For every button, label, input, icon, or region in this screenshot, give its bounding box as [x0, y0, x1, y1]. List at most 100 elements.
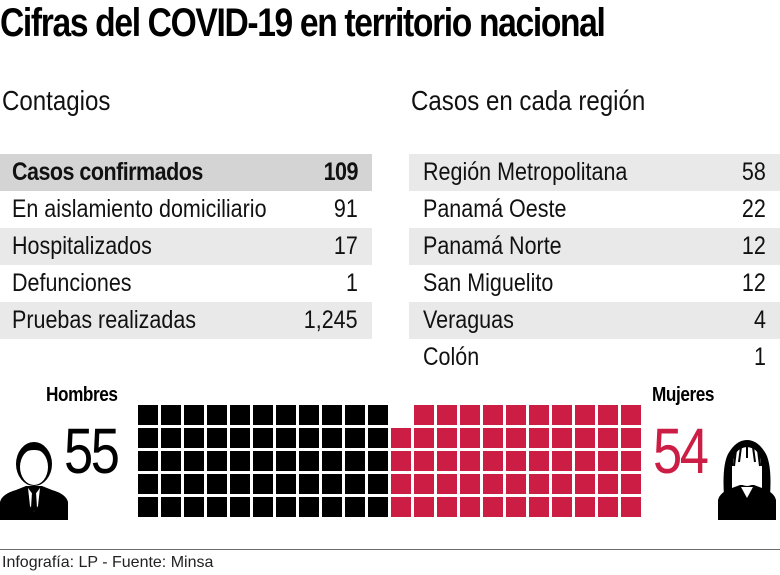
- waffle-cell-mujeres: [621, 428, 641, 448]
- waffle-cell-hombres: [184, 405, 204, 425]
- regiones-table: Región Metropolitana 58 Panamá Oeste 22 …: [409, 154, 780, 376]
- waffle-cell-hombres: [322, 428, 342, 448]
- waffle-cell-hombres: [253, 451, 273, 471]
- waffle-cell-mujeres: [575, 474, 595, 494]
- waffle-cell-mujeres: [552, 405, 572, 425]
- waffle-cell-mujeres: [437, 474, 457, 494]
- waffle-cell-mujeres: [529, 451, 549, 471]
- waffle-cell-mujeres: [598, 474, 618, 494]
- table-row: Veraguas 4: [409, 302, 780, 339]
- waffle-cell-hombres: [276, 474, 296, 494]
- waffle-cell-hombres: [368, 451, 388, 471]
- waffle-cell-mujeres: [414, 405, 434, 425]
- waffle-cell-hombres: [345, 428, 365, 448]
- waffle-cell-hombres: [138, 497, 158, 517]
- waffle-cell-mujeres: [437, 497, 457, 517]
- contagios-heading: Contagios: [2, 85, 111, 116]
- waffle-cell-mujeres: [552, 474, 572, 494]
- waffle-cell-mujeres: [575, 451, 595, 471]
- waffle-cell-hombres: [184, 474, 204, 494]
- waffle-cell-mujeres: [391, 474, 411, 494]
- waffle-cell-mujeres: [437, 405, 457, 425]
- waffle-cell-mujeres: [391, 428, 411, 448]
- waffle-cell-hombres: [253, 428, 273, 448]
- waffle-cell-mujeres: [529, 405, 549, 425]
- waffle-cell-mujeres: [621, 405, 641, 425]
- waffle-cell-mujeres: [460, 451, 480, 471]
- waffle-cell-mujeres: [483, 497, 503, 517]
- row-value: 4: [754, 306, 766, 334]
- table-row: Pruebas realizadas 1,245: [0, 302, 372, 339]
- table-row: San Miguelito 12: [409, 265, 780, 302]
- waffle-cell-hombres: [184, 428, 204, 448]
- row-label: En aislamiento domiciliario: [12, 195, 267, 223]
- waffle-cell-mujeres: [552, 451, 572, 471]
- waffle-cell-hombres: [253, 474, 273, 494]
- waffle-cell-mujeres: [598, 428, 618, 448]
- table-row: Defunciones 1: [0, 265, 372, 302]
- waffle-cell-hombres: [368, 428, 388, 448]
- waffle-cell-mujeres: [575, 497, 595, 517]
- row-label: Panamá Oeste: [423, 195, 567, 223]
- waffle-cell-hombres: [276, 451, 296, 471]
- waffle-cell-hombres: [230, 451, 250, 471]
- waffle-cell-hombres: [345, 497, 365, 517]
- waffle-cell-hombres: [161, 474, 181, 494]
- row-label: Pruebas realizadas: [12, 306, 197, 334]
- waffle-cell-hombres: [345, 474, 365, 494]
- waffle-cell-mujeres: [414, 497, 434, 517]
- page-title: Cifras del COVID-19 en territorio nacion…: [0, 1, 606, 45]
- waffle-cell-hombres: [207, 474, 227, 494]
- woman-icon: [718, 440, 776, 520]
- waffle-cell-hombres: [161, 405, 181, 425]
- waffle-cell-hombres: [207, 497, 227, 517]
- row-value: 109: [323, 158, 359, 186]
- waffle-cell-hombres: [161, 451, 181, 471]
- waffle-cell-mujeres: [621, 497, 641, 517]
- waffle-cell-mujeres: [598, 405, 618, 425]
- waffle-cell-mujeres: [529, 497, 549, 517]
- row-label: Casos confirmados: [12, 158, 203, 186]
- row-value: 1: [346, 269, 358, 297]
- waffle-cell-hombres: [207, 428, 227, 448]
- waffle-cell-mujeres: [529, 428, 549, 448]
- hombres-count: 55: [64, 415, 120, 487]
- regiones-heading: Casos en cada región: [411, 85, 646, 116]
- waffle-cell-mujeres: [460, 428, 480, 448]
- waffle-cell-hombres: [230, 474, 250, 494]
- waffle-cell-mujeres: [483, 405, 503, 425]
- waffle-cell-mujeres: [460, 474, 480, 494]
- waffle-cell-mujeres: [506, 451, 526, 471]
- table-row: Colón 1: [409, 339, 780, 376]
- waffle-cell-mujeres: [414, 474, 434, 494]
- waffle-cell-hombres: [138, 405, 158, 425]
- waffle-cell-hombres: [368, 405, 388, 425]
- waffle-cell-hombres: [184, 497, 204, 517]
- waffle-cell-hombres: [322, 405, 342, 425]
- waffle-cell-hombres: [207, 405, 227, 425]
- hombres-label: Hombres: [46, 384, 118, 406]
- waffle-cell-hombres: [322, 451, 342, 471]
- row-value: 17: [334, 232, 358, 260]
- row-value: 91: [334, 195, 358, 223]
- row-label: Colón: [423, 343, 480, 371]
- waffle-cell-mujeres: [506, 428, 526, 448]
- waffle-cell-hombres: [276, 497, 296, 517]
- row-label: San Miguelito: [423, 269, 554, 297]
- waffle-cell-mujeres: [414, 428, 434, 448]
- row-value: 1: [754, 343, 766, 371]
- row-value: 12: [742, 269, 766, 297]
- waffle-cell-hombres: [138, 428, 158, 448]
- waffle-cell-hombres: [230, 497, 250, 517]
- waffle-cell-mujeres: [506, 405, 526, 425]
- waffle-cell-hombres: [299, 497, 319, 517]
- row-label: Defunciones: [12, 269, 132, 297]
- mujeres-count: 54: [653, 415, 709, 487]
- waffle-cell-mujeres: [575, 428, 595, 448]
- waffle-cell-mujeres: [391, 451, 411, 471]
- waffle-cell-hombres: [299, 428, 319, 448]
- waffle-cell-hombres: [299, 474, 319, 494]
- table-row: En aislamiento domiciliario 91: [0, 191, 372, 228]
- waffle-cell-hombres: [322, 497, 342, 517]
- row-value: 12: [742, 232, 766, 260]
